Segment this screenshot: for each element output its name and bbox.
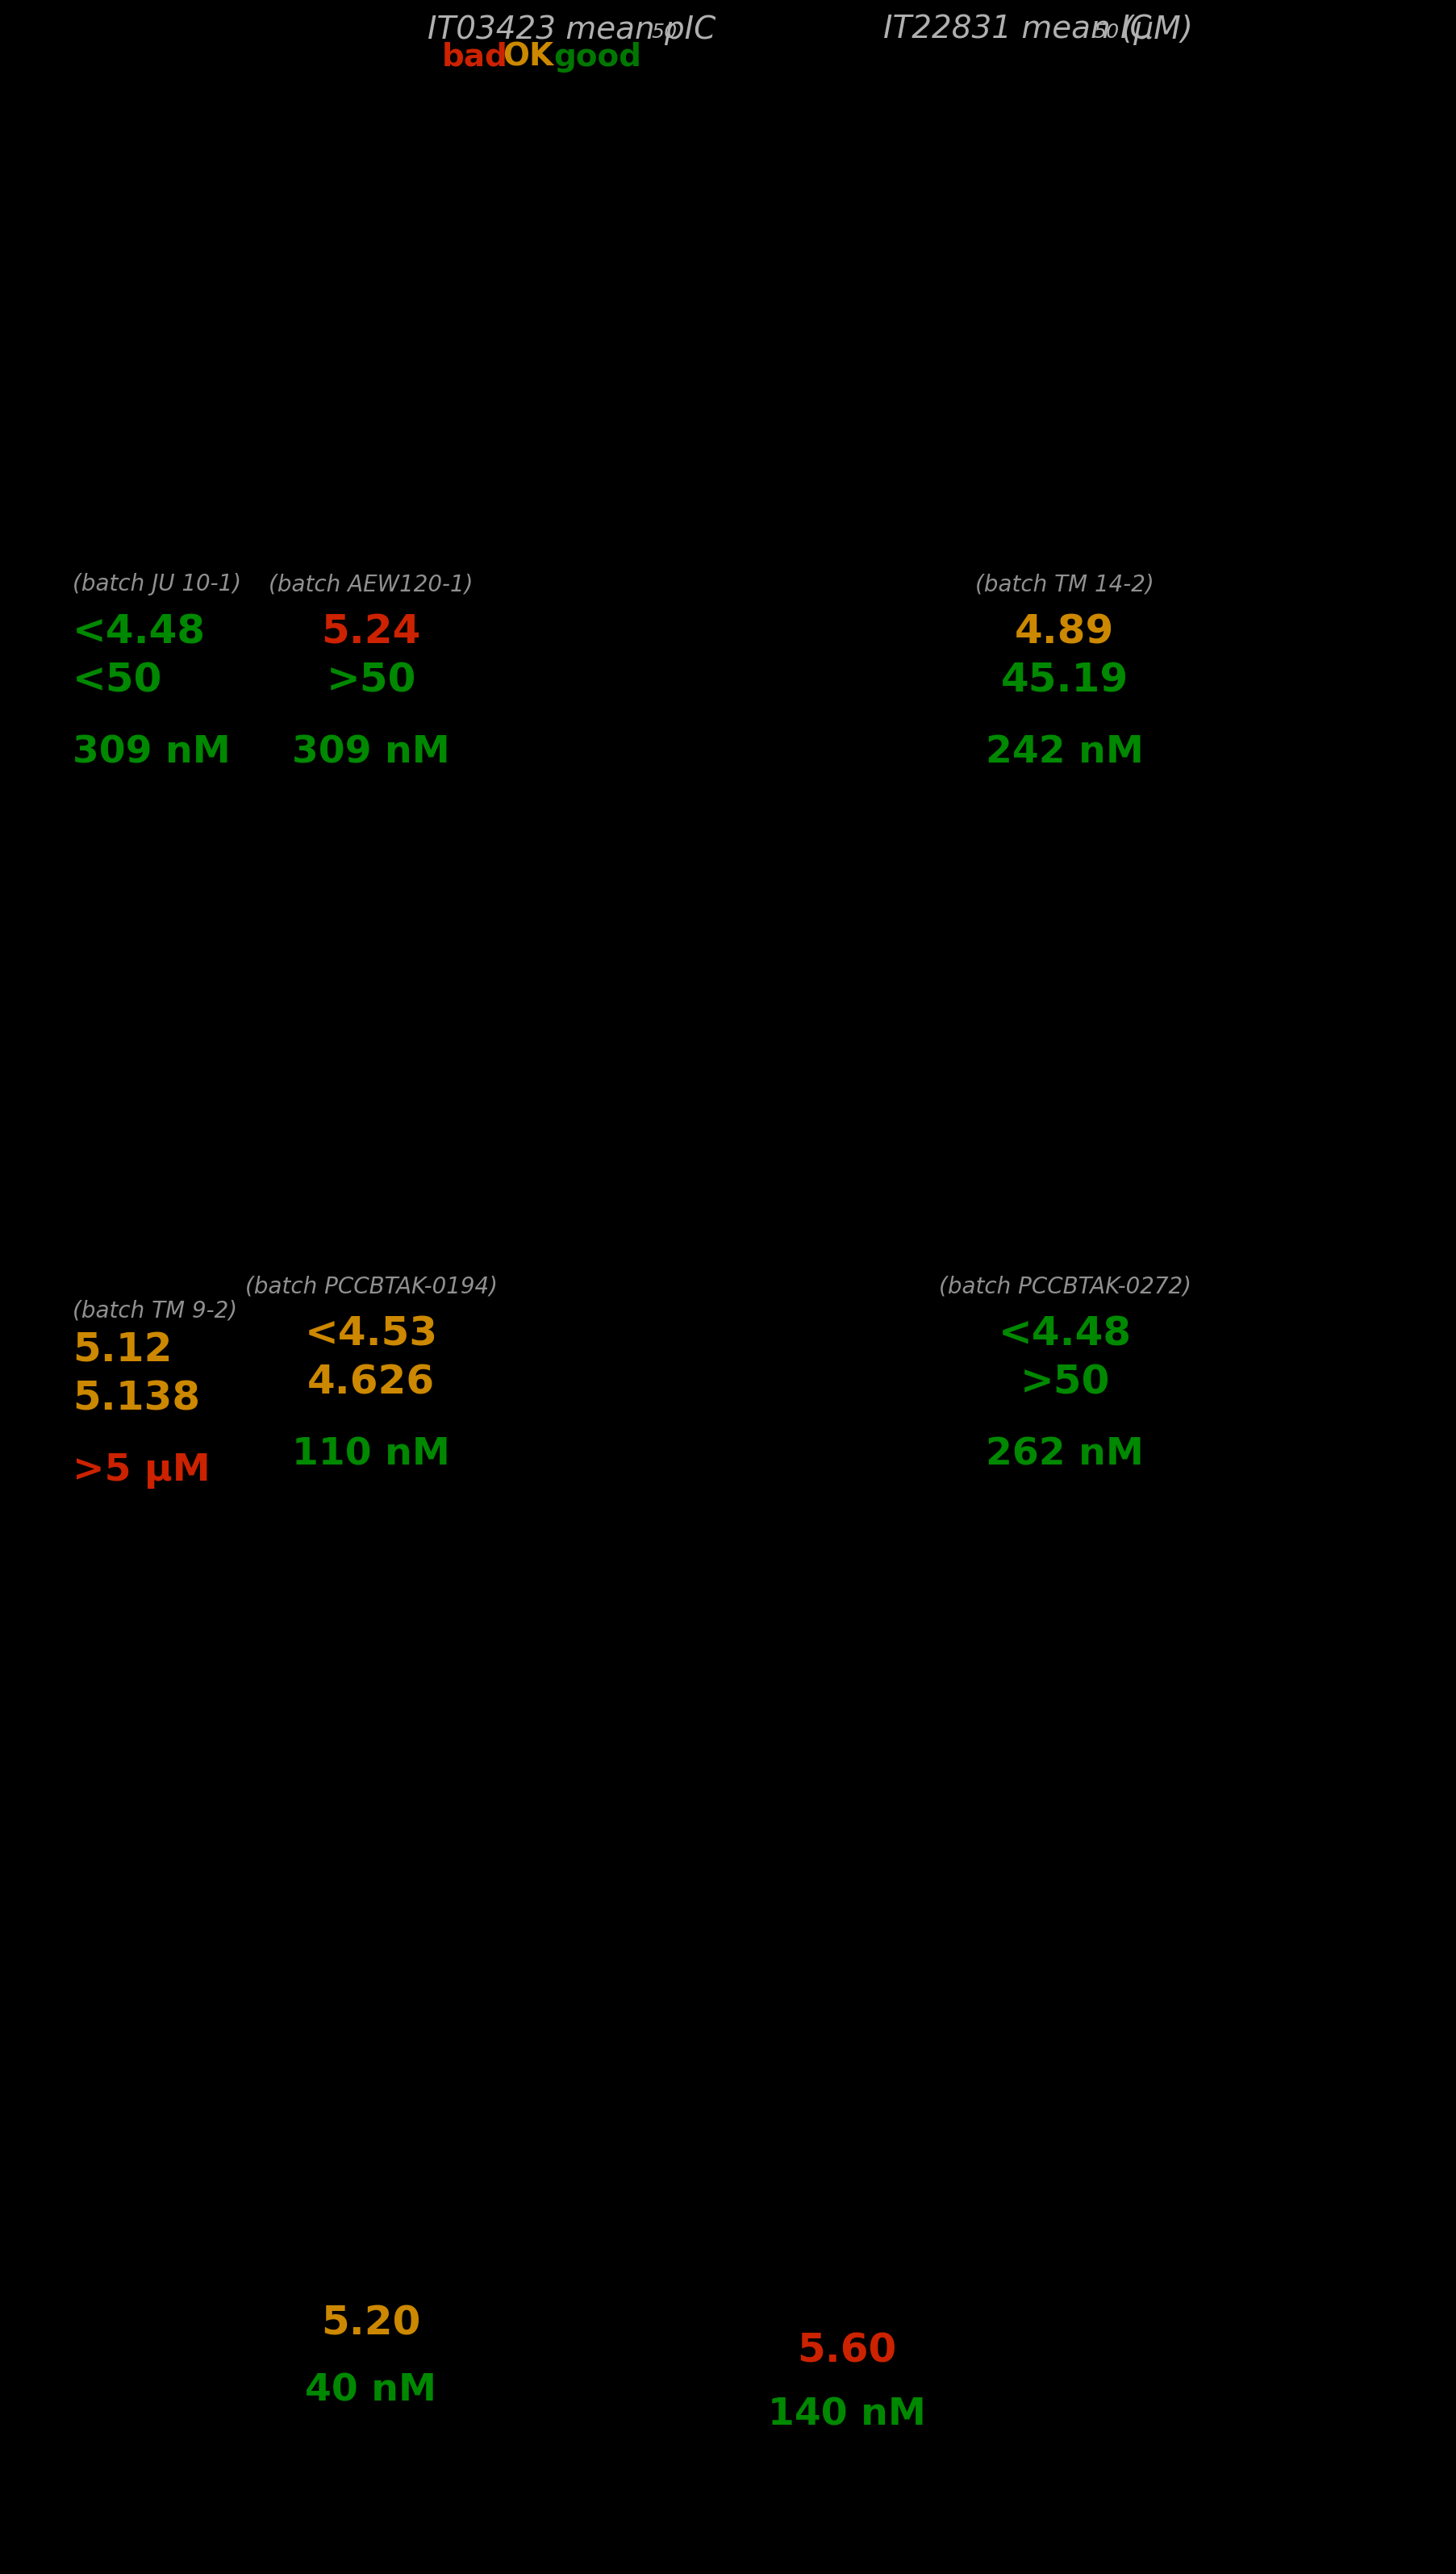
Text: 4.89: 4.89 (1015, 613, 1114, 651)
Text: 5.12: 5.12 (73, 1331, 172, 1369)
Text: 50: 50 (652, 23, 677, 41)
Text: 45.19: 45.19 (1000, 662, 1128, 700)
Text: <4.48: <4.48 (73, 613, 205, 651)
Text: (batch TM 9-2): (batch TM 9-2) (73, 1300, 237, 1320)
Text: IT22831 mean IC: IT22831 mean IC (884, 15, 1152, 46)
Text: >5 μM: >5 μM (73, 1452, 210, 1488)
Text: 5.20: 5.20 (322, 2304, 421, 2342)
Text: good: good (553, 41, 641, 72)
Text: 50: 50 (1093, 23, 1120, 41)
Text: <50: <50 (73, 662, 163, 700)
Text: (μM): (μM) (1111, 15, 1192, 46)
Text: 309 nM: 309 nM (293, 734, 450, 770)
Text: >50: >50 (326, 662, 416, 700)
Text: 242 nM: 242 nM (986, 734, 1144, 770)
Text: IT03423 mean pIC: IT03423 mean pIC (428, 15, 716, 46)
Text: (batch PCCBTAK-0194): (batch PCCBTAK-0194) (245, 1274, 498, 1297)
Text: OK: OK (502, 41, 553, 72)
Text: 309 nM: 309 nM (73, 734, 230, 770)
Text: 5.138: 5.138 (73, 1380, 199, 1418)
Text: (batch JU 10-1): (batch JU 10-1) (73, 574, 242, 595)
Text: 4.626: 4.626 (307, 1364, 435, 1403)
Text: 40 nM: 40 nM (306, 2373, 437, 2409)
Text: 262 nM: 262 nM (986, 1436, 1144, 1472)
Text: (batch AEW120-1): (batch AEW120-1) (269, 574, 473, 595)
Text: (batch PCCBTAK-0272): (batch PCCBTAK-0272) (939, 1274, 1191, 1297)
Text: <4.48: <4.48 (999, 1315, 1131, 1354)
Text: <4.53: <4.53 (304, 1315, 438, 1354)
Text: bad: bad (443, 41, 508, 72)
Text: (batch TM 14-2): (batch TM 14-2) (976, 574, 1155, 595)
Text: 140 nM: 140 nM (767, 2396, 926, 2432)
Text: 5.60: 5.60 (798, 2332, 897, 2371)
Text: 110 nM: 110 nM (293, 1436, 450, 1472)
Text: >50: >50 (1019, 1364, 1109, 1403)
Text: 5.24: 5.24 (322, 613, 421, 651)
